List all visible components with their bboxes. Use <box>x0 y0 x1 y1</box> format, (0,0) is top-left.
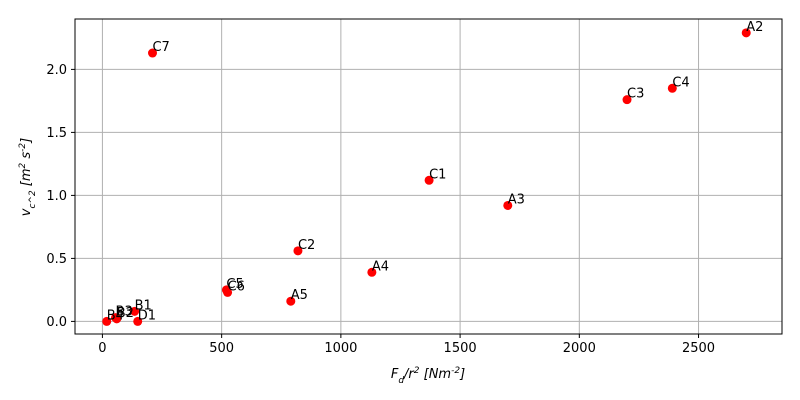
y-tick-label: 2.0 <box>46 63 67 78</box>
grid-layer <box>75 19 782 334</box>
y-axis-label: vc^2 [m2 s-2] <box>18 138 38 217</box>
y-tick-label: 0.0 <box>46 315 67 330</box>
data-point <box>111 313 121 323</box>
point-label: C3 <box>627 87 644 102</box>
point-label: B3 <box>116 305 133 320</box>
x-tick-label: 0 <box>98 341 106 356</box>
point-label: B2 <box>117 306 134 321</box>
x-tick-label: 1000 <box>324 341 357 356</box>
data-point <box>133 316 143 326</box>
x-axis-label: Fd/r2 [Nm-2] <box>391 366 465 386</box>
point-label: D1 <box>138 308 156 323</box>
data-point <box>102 316 112 326</box>
data-point <box>130 306 140 316</box>
y-tick-label: 1.5 <box>46 126 67 141</box>
point-label: A3 <box>508 192 525 207</box>
y-tick-label: 0.5 <box>46 252 67 267</box>
data-point <box>286 296 296 306</box>
x-tick-label: 2500 <box>682 341 715 356</box>
data-point <box>741 28 751 38</box>
y-tick-label: 1.0 <box>46 189 67 204</box>
data-point <box>667 83 677 93</box>
data-point <box>147 48 157 58</box>
point-label: B1 <box>135 298 152 313</box>
x-tick-label: 500 <box>209 341 234 356</box>
data-point <box>424 175 434 185</box>
data-point <box>367 267 377 277</box>
tick-layer: 0 500 1000 1500 2000 2500 0.0 0.5 1.0 1.5 2.0 <box>46 63 715 356</box>
data-point <box>223 287 233 297</box>
point-label: A4 <box>372 259 389 274</box>
data-point <box>293 246 303 256</box>
x-tick-label: 2000 <box>563 341 596 356</box>
point-label: C4 <box>672 75 689 90</box>
point-label: A5 <box>291 288 308 303</box>
point-label: C1 <box>429 167 446 182</box>
data-point <box>622 95 632 105</box>
plot-frame <box>74 18 783 335</box>
point-label: A2 <box>746 20 763 35</box>
x-tick-label: 1500 <box>444 341 477 356</box>
point-label: C7 <box>152 40 169 55</box>
point-label: C2 <box>298 238 315 253</box>
data-point <box>503 200 513 210</box>
point-label: C6 <box>228 279 245 294</box>
point-label: B4 <box>107 308 124 323</box>
point-label: C5 <box>226 277 243 292</box>
